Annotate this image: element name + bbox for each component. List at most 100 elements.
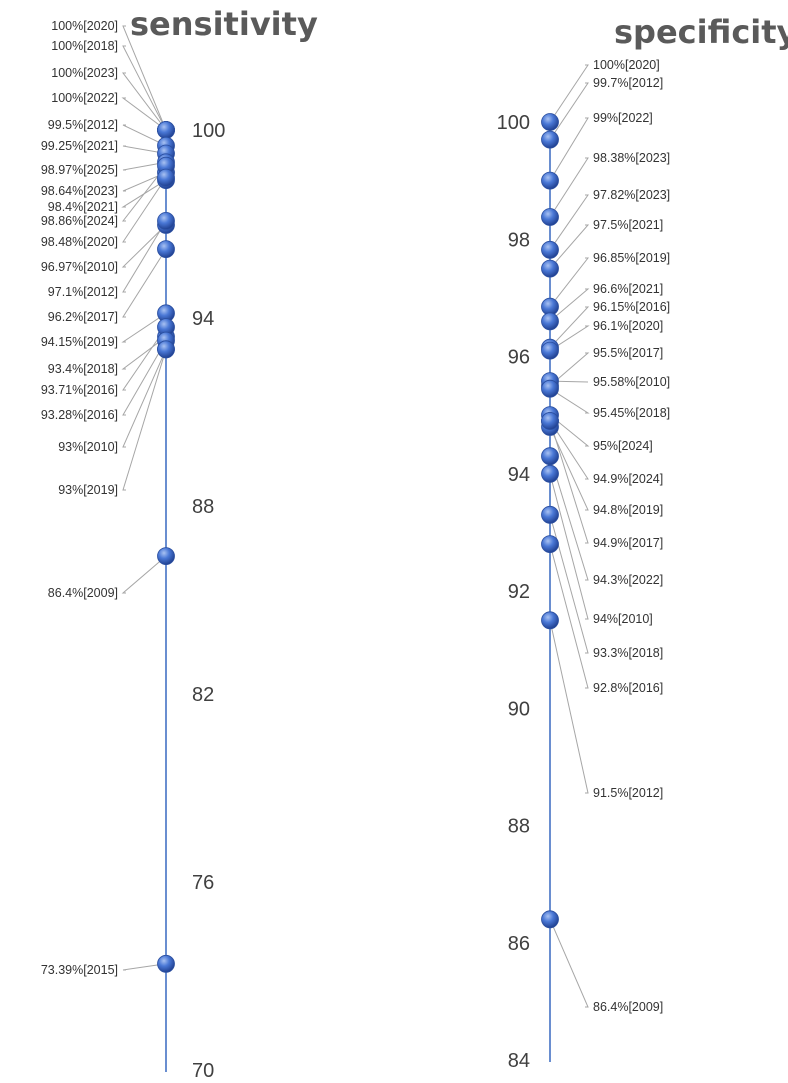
specificity-data-point [541,611,559,630]
specificity-data-label: 94%[2010] [593,612,653,626]
specificity-data-label: 99.7%[2012] [593,76,663,90]
specificity-data-label: 96.85%[2019] [593,251,670,265]
sensitivity-data-label: 99.25%[2021] [41,139,118,153]
specificity-data-point [541,113,559,131]
specificity-tick-label: 92 [508,581,530,603]
sensitivity-leader-line [121,165,167,222]
sensitivity-tick-label: 70 [192,1060,214,1082]
specificity-leader-line [549,620,589,794]
specificity-data-label: 95.5%[2017] [593,346,663,360]
sensitivity-data-point [157,240,175,259]
specificity-leader-line [549,352,590,387]
specificity-data-point [541,464,559,483]
sensitivity-data-label: 93.28%[2016] [41,408,118,422]
sensitivity-leader-line [121,72,167,131]
sensitivity-tick-label: 100 [192,120,225,142]
specificity-data-label: 96.15%[2016] [593,300,670,314]
specificity-leader-line [549,257,590,308]
sensitivity-leader-line [122,25,167,131]
sensitivity-data-label: 99.5%[2012] [48,118,118,132]
specificity-data-point [541,341,559,360]
specificity-data-point [541,447,559,466]
specificity-data-labels: 100%[2020] 99.7%[2012] 99%[2022] 98.38%[202… [593,58,670,1014]
specificity-data-label: 94.9%[2017] [593,536,663,550]
sensitivity-leader-line [121,224,167,268]
sensitivity-data-label: 97.1%[2012] [48,285,118,299]
sensitivity-data-label: 86.4%[2009] [48,586,118,600]
specificity-data-point [541,240,559,259]
sensitivity-leader-line [122,45,167,131]
specificity-leader-line [549,473,589,620]
sensitivity-data-label: 98.86%[2024] [41,214,118,228]
sensitivity-leader-line [122,172,167,192]
sensitivity-data-point [157,211,175,230]
sensitivity-leader-line [122,963,167,971]
sensitivity-leader-line [122,326,167,391]
specificity-data-point [541,312,559,331]
specificity-points [541,113,559,929]
specificity-leader-line [549,420,589,480]
specificity-tick-label: 96 [508,347,530,369]
specificity-data-label: 97.82%[2023] [593,188,670,202]
specificity-data-label: 86.4%[2009] [593,1000,663,1014]
sensitivity-data-label: 96.97%[2010] [41,260,118,274]
sensitivity-data-label: 98.64%[2023] [41,184,118,198]
sensitivity-data-label: 100%[2018] [51,39,118,53]
specificity-leader-line [549,306,590,349]
specificity-data-point [541,910,559,929]
sensitivity-data-label: 94.15%[2019] [41,335,118,349]
sensitivity-data-point [157,121,175,139]
sensitivity-tick-label: 94 [192,308,214,330]
specificity-data-label: 93.3%[2018] [593,646,663,660]
specificity-leader-line [549,288,590,322]
specificity-data-label: 95.45%[2018] [593,406,670,420]
sensitivity-leader-line [122,161,167,171]
sensitivity-tick-label: 76 [192,872,214,894]
sensitivity-leader-line [121,97,167,131]
specificity-tick-label: 88 [508,816,530,838]
specificity-leader-line [549,388,590,414]
sensitivity-leader-line [121,312,167,343]
specificity-leader-line [549,64,589,123]
specificity-data-label: 100%[2020] [593,58,660,72]
specificity-leader-line [549,380,589,383]
sensitivity-data-label: 96.2%[2017] [48,310,118,324]
specificity-title: specificity [614,13,788,51]
specificity-leader-line [549,414,590,447]
specificity-tick-label: 86 [508,933,530,955]
sensitivity-leader-line [122,349,167,448]
sensitivity-data-label: 100%[2022] [51,91,118,105]
specificity-data-label: 92.8%[2016] [593,681,663,695]
sensitivity-data-label: 98.48%[2020] [41,235,118,249]
sensitivity-data-point [157,168,175,187]
specificity-data-point [541,535,559,553]
specificity-leader-line [549,224,590,269]
specificity-leader-line [549,426,589,511]
specificity-data-point [541,505,559,524]
specificity-data-point [541,412,559,430]
specificity-data-point [541,259,559,278]
specificity-data-label: 95.58%[2010] [593,375,670,389]
specificity-data-label: 94.9%[2024] [593,472,663,486]
specificity-tick-label: 100 [497,112,530,134]
sensitivity-data-label: 93%[2010] [58,440,118,454]
specificity-data-point [541,130,559,149]
sensitivity-data-point [157,547,175,565]
sensitivity-data-label: 100%[2020] [51,19,118,33]
sensitivity-leader-line [122,248,167,318]
sensitivity-leader-line [122,145,167,154]
specificity-leader-line [549,420,589,544]
specificity-leader-line [549,82,589,140]
sensitivity-points [157,121,175,973]
sensitivity-data-label: 73.39%[2015] [41,963,118,977]
sensitivity-leader-line [122,340,167,416]
specificity-data-label: 99%[2022] [593,111,653,125]
sensitivity-tick-labels: 100 94 88 82 76 70 [192,120,225,1082]
specificity-leader-line [549,157,589,218]
sensitivity-data-label: 93.4%[2018] [48,362,118,376]
specificity-leader-line [549,456,589,581]
specificity-data-label: 94.8%[2019] [593,503,663,517]
specificity-data-label: 94.3%[2022] [593,573,663,587]
